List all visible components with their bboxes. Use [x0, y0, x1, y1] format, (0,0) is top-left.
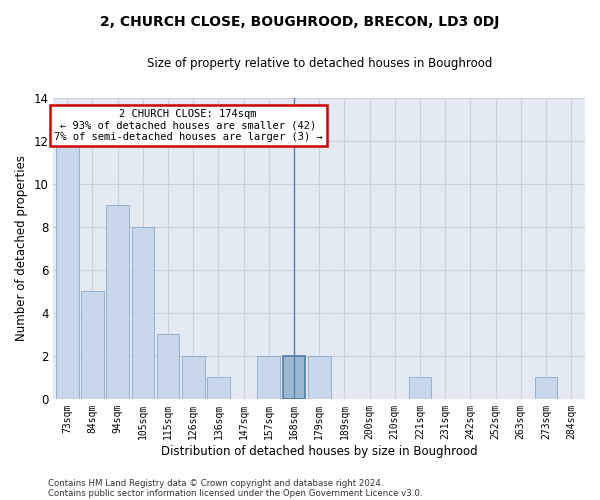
Bar: [283, 356, 305, 399]
Title: Size of property relative to detached houses in Boughrood: Size of property relative to detached ho…: [146, 58, 492, 70]
Bar: [535, 378, 557, 399]
Bar: [106, 206, 129, 399]
Bar: [257, 356, 280, 399]
Bar: [409, 378, 431, 399]
X-axis label: Distribution of detached houses by size in Boughrood: Distribution of detached houses by size …: [161, 444, 478, 458]
Bar: [207, 378, 230, 399]
Text: Contains HM Land Registry data © Crown copyright and database right 2024.: Contains HM Land Registry data © Crown c…: [48, 478, 383, 488]
Text: 2, CHURCH CLOSE, BOUGHROOD, BRECON, LD3 0DJ: 2, CHURCH CLOSE, BOUGHROOD, BRECON, LD3 …: [100, 15, 500, 29]
Bar: [182, 356, 205, 399]
Bar: [56, 141, 79, 399]
Bar: [157, 334, 179, 399]
Bar: [131, 227, 154, 399]
Text: Contains public sector information licensed under the Open Government Licence v3: Contains public sector information licen…: [48, 488, 422, 498]
Text: 2 CHURCH CLOSE: 174sqm
← 93% of detached houses are smaller (42)
7% of semi-deta: 2 CHURCH CLOSE: 174sqm ← 93% of detached…: [54, 109, 323, 142]
Bar: [308, 356, 331, 399]
Y-axis label: Number of detached properties: Number of detached properties: [15, 156, 28, 342]
Bar: [81, 292, 104, 399]
